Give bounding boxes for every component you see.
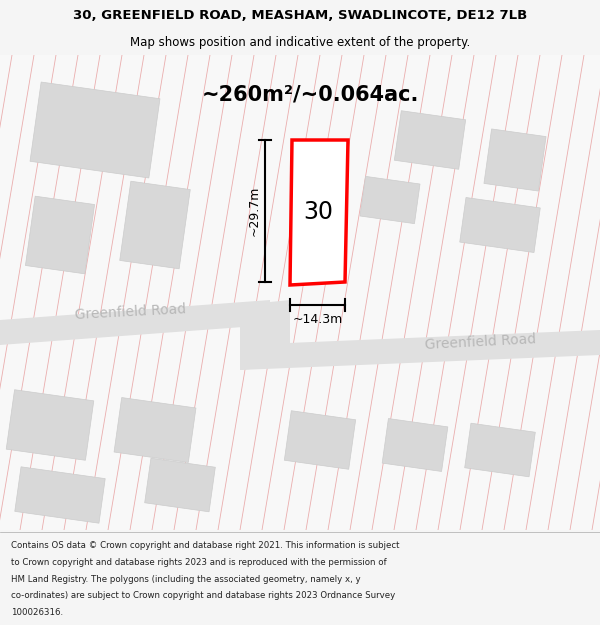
Polygon shape [460,198,540,252]
Polygon shape [360,176,420,224]
Text: ~14.3m: ~14.3m [292,313,343,326]
Polygon shape [6,390,94,460]
Polygon shape [25,196,95,274]
Text: co-ordinates) are subject to Crown copyright and database rights 2023 Ordnance S: co-ordinates) are subject to Crown copyr… [11,591,395,600]
Polygon shape [120,181,190,269]
Text: Map shows position and indicative extent of the property.: Map shows position and indicative extent… [130,36,470,49]
Text: 30, GREENFIELD ROAD, MEASHAM, SWADLINCOTE, DE12 7LB: 30, GREENFIELD ROAD, MEASHAM, SWADLINCOT… [73,9,527,22]
Text: 100026316.: 100026316. [11,608,63,617]
Polygon shape [240,300,290,370]
Polygon shape [0,300,270,345]
Polygon shape [284,411,356,469]
Polygon shape [484,129,546,191]
Text: Greenfield Road: Greenfield Road [74,302,186,322]
Polygon shape [394,111,466,169]
Polygon shape [114,398,196,462]
Polygon shape [15,467,105,523]
Text: to Crown copyright and database rights 2023 and is reproduced with the permissio: to Crown copyright and database rights 2… [11,558,386,567]
Polygon shape [290,140,348,285]
Polygon shape [382,419,448,471]
Text: HM Land Registry. The polygons (including the associated geometry, namely x, y: HM Land Registry. The polygons (includin… [11,574,361,584]
Text: ~29.7m: ~29.7m [248,186,261,236]
Text: 30: 30 [303,200,333,224]
Text: Contains OS data © Crown copyright and database right 2021. This information is : Contains OS data © Crown copyright and d… [11,541,400,551]
Text: ~260m²/~0.064ac.: ~260m²/~0.064ac. [202,85,419,105]
Polygon shape [464,423,535,477]
Polygon shape [30,82,160,178]
Text: Greenfield Road: Greenfield Road [424,332,536,352]
Polygon shape [240,330,600,370]
Polygon shape [145,458,215,512]
